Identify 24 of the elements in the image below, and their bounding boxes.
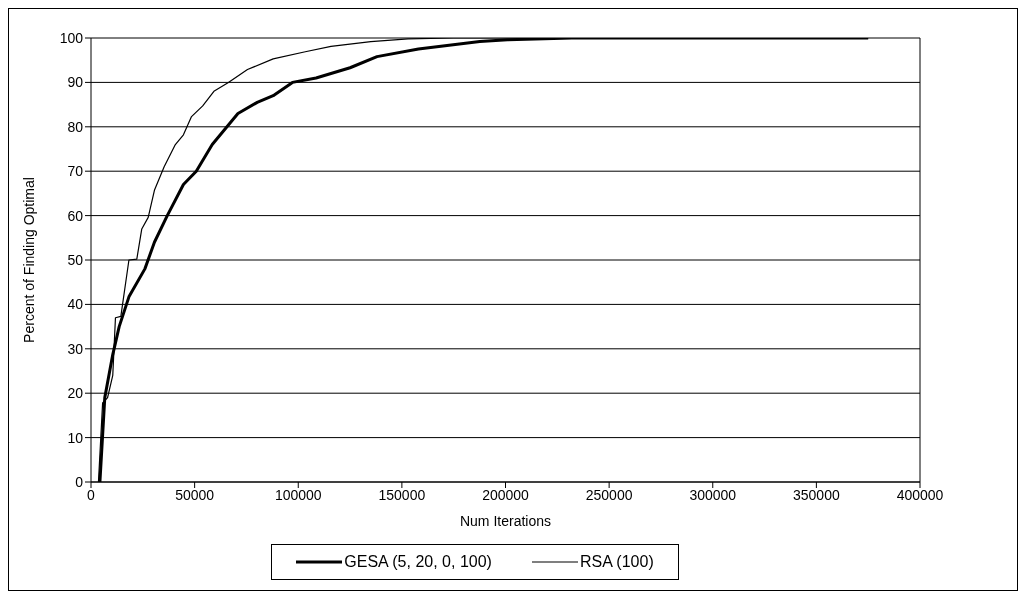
y-axis-title: Percent of Finding Optimal [20,177,37,343]
y-tick-label: 0 [75,473,84,490]
x-tick-label: 0 [87,486,96,503]
y-tick-label: 40 [67,296,84,313]
x-tick-label: 100000 [274,486,322,503]
y-tick-label: 100 [59,29,84,46]
x-tick-label: 350000 [793,486,840,503]
legend-label: GESA (5, 20, 0, 100) [344,553,492,571]
x-tick-label: 150000 [378,486,426,503]
y-tick-label: 30 [67,340,84,357]
x-axis-title: Num Iterations [459,513,552,529]
x-tick-label: 50000 [175,486,215,503]
x-tick-label: 200000 [482,486,530,503]
x-tick-label: 300000 [689,486,737,503]
y-tick-label: 60 [67,207,84,224]
y-tick-label: 90 [67,74,84,91]
legend-label: RSA (100) [579,553,654,571]
y-tick-label: 20 [67,385,84,402]
y-tick-label: 80 [67,118,84,135]
x-tick-label: 250000 [585,486,633,503]
y-tick-label: 10 [67,429,84,446]
y-tick-label: 50 [67,251,84,268]
x-tick-label: 400000 [896,486,944,503]
y-tick-label: 70 [67,163,84,180]
